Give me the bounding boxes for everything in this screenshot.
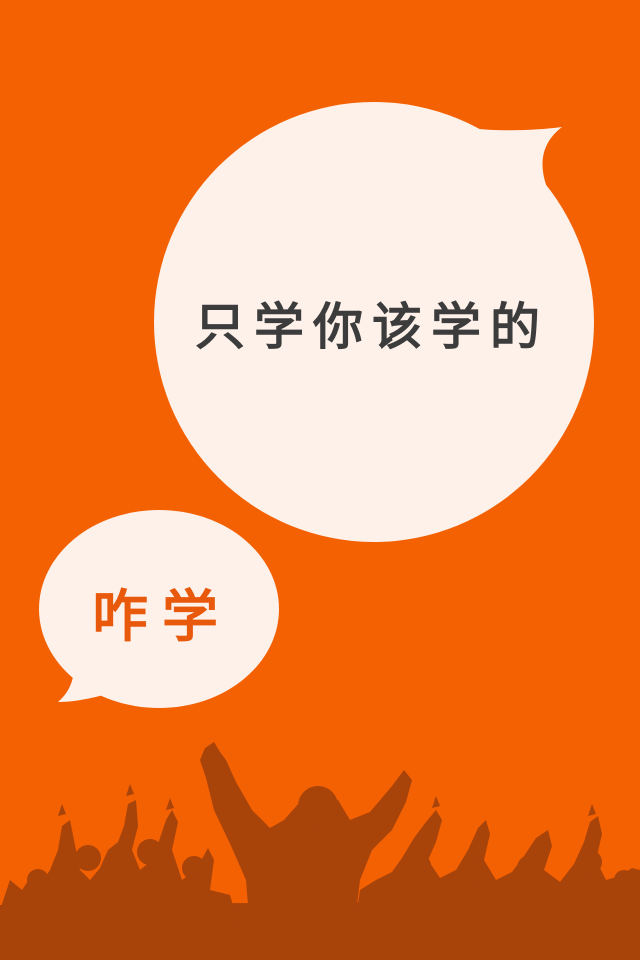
cheering-crowd-silhouette-icon xyxy=(0,742,640,960)
large-speech-bubble-icon xyxy=(154,102,594,542)
small-speech-bubble-icon xyxy=(39,510,279,708)
slogan-text: 只学你该学的 xyxy=(195,297,549,356)
app-name-text: 咋学 xyxy=(92,584,232,650)
